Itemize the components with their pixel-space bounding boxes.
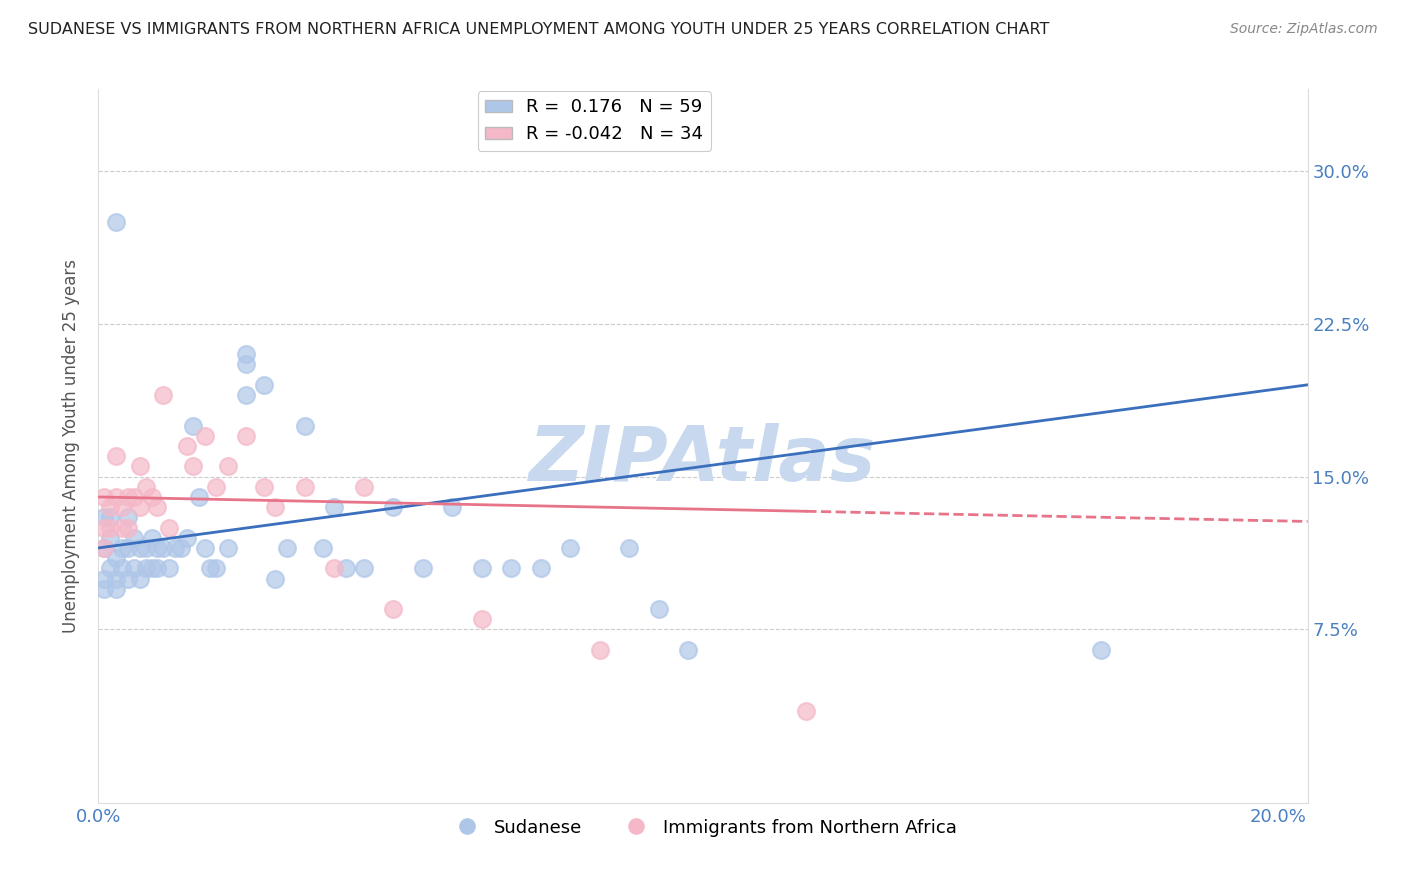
- Point: [176, 531, 198, 545]
- Point: [194, 429, 217, 443]
- Point: [441, 500, 464, 515]
- Point: [98, 520, 121, 534]
- Point: [294, 418, 316, 433]
- Point: [152, 541, 174, 555]
- Point: [117, 572, 139, 586]
- Point: [117, 510, 139, 524]
- Point: [98, 510, 121, 524]
- Point: [93, 520, 115, 534]
- Point: [235, 388, 257, 402]
- Point: [264, 572, 287, 586]
- Point: [382, 500, 405, 515]
- Y-axis label: Unemployment Among Youth under 25 years: Unemployment Among Youth under 25 years: [62, 259, 80, 633]
- Point: [105, 215, 128, 229]
- Text: Source: ZipAtlas.com: Source: ZipAtlas.com: [1230, 22, 1378, 37]
- Point: [471, 561, 494, 575]
- Point: [181, 418, 204, 433]
- Point: [128, 572, 150, 586]
- Point: [122, 490, 145, 504]
- Point: [128, 541, 150, 555]
- Point: [252, 377, 274, 392]
- Point: [135, 541, 157, 555]
- Point: [135, 561, 157, 575]
- Point: [217, 541, 239, 555]
- Point: [122, 531, 145, 545]
- Point: [235, 347, 257, 361]
- Point: [619, 541, 641, 555]
- Point: [117, 490, 139, 504]
- Point: [678, 643, 700, 657]
- Point: [105, 572, 128, 586]
- Point: [235, 358, 257, 372]
- Point: [105, 490, 128, 504]
- Point: [93, 582, 115, 596]
- Point: [187, 490, 209, 504]
- Point: [146, 561, 169, 575]
- Point: [323, 500, 346, 515]
- Point: [93, 572, 115, 586]
- Point: [93, 490, 115, 504]
- Point: [128, 459, 150, 474]
- Point: [105, 449, 128, 463]
- Point: [111, 541, 134, 555]
- Point: [111, 561, 134, 575]
- Point: [560, 541, 582, 555]
- Point: [135, 480, 157, 494]
- Point: [122, 561, 145, 575]
- Point: [111, 520, 134, 534]
- Point: [200, 561, 222, 575]
- Point: [157, 520, 180, 534]
- Point: [165, 541, 187, 555]
- Point: [323, 561, 346, 575]
- Point: [146, 500, 169, 515]
- Point: [353, 480, 375, 494]
- Point: [93, 541, 115, 555]
- Point: [111, 500, 134, 515]
- Point: [98, 531, 121, 545]
- Point: [93, 510, 115, 524]
- Point: [648, 602, 671, 616]
- Point: [98, 500, 121, 515]
- Text: SUDANESE VS IMMIGRANTS FROM NORTHERN AFRICA UNEMPLOYMENT AMONG YOUTH UNDER 25 YE: SUDANESE VS IMMIGRANTS FROM NORTHERN AFR…: [28, 22, 1049, 37]
- Point: [170, 541, 193, 555]
- Point: [501, 561, 523, 575]
- Point: [589, 643, 612, 657]
- Point: [141, 531, 163, 545]
- Point: [157, 561, 180, 575]
- Point: [794, 704, 817, 718]
- Point: [294, 480, 316, 494]
- Point: [382, 602, 405, 616]
- Point: [353, 561, 375, 575]
- Point: [128, 500, 150, 515]
- Point: [105, 582, 128, 596]
- Point: [264, 500, 287, 515]
- Point: [311, 541, 333, 555]
- Point: [1090, 643, 1112, 657]
- Point: [235, 429, 257, 443]
- Point: [205, 480, 228, 494]
- Point: [93, 541, 115, 555]
- Point: [117, 520, 139, 534]
- Point: [176, 439, 198, 453]
- Point: [105, 551, 128, 566]
- Point: [471, 612, 494, 626]
- Point: [335, 561, 357, 575]
- Point: [98, 561, 121, 575]
- Point: [412, 561, 434, 575]
- Point: [141, 490, 163, 504]
- Legend: Sudanese, Immigrants from Northern Africa: Sudanese, Immigrants from Northern Afric…: [441, 812, 965, 844]
- Point: [141, 561, 163, 575]
- Text: ZIPAtlas: ZIPAtlas: [529, 424, 877, 497]
- Point: [146, 541, 169, 555]
- Point: [217, 459, 239, 474]
- Point: [205, 561, 228, 575]
- Point: [252, 480, 274, 494]
- Point: [276, 541, 298, 555]
- Point: [117, 541, 139, 555]
- Point: [194, 541, 217, 555]
- Point: [530, 561, 553, 575]
- Point: [152, 388, 174, 402]
- Point: [181, 459, 204, 474]
